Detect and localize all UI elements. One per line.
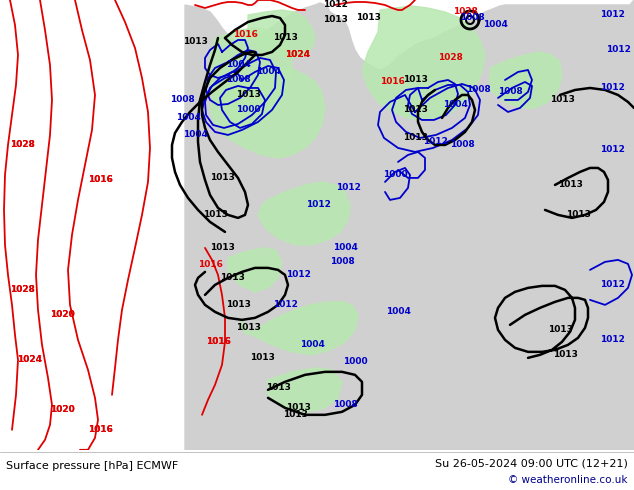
Polygon shape (210, 68, 325, 158)
Text: 1008: 1008 (226, 75, 250, 84)
Text: 1012: 1012 (273, 300, 297, 309)
Text: 1013: 1013 (210, 173, 235, 182)
Text: 1024: 1024 (285, 50, 311, 59)
Text: 1028: 1028 (437, 53, 462, 63)
Text: 1012: 1012 (285, 270, 311, 279)
Text: 1028: 1028 (10, 141, 34, 149)
Text: 1013: 1013 (210, 244, 235, 252)
Text: 1013: 1013 (266, 383, 290, 392)
Text: 1012: 1012 (605, 46, 630, 54)
Text: 1008: 1008 (333, 400, 358, 409)
Text: 1024: 1024 (18, 355, 42, 365)
Text: 1013: 1013 (548, 325, 573, 334)
Text: 1013: 1013 (285, 403, 311, 413)
Text: 1013: 1013 (236, 91, 261, 99)
Text: 1004: 1004 (176, 114, 200, 122)
Polygon shape (268, 368, 342, 412)
Text: 1016: 1016 (87, 175, 112, 184)
Text: 1012: 1012 (323, 0, 347, 9)
Text: 1013: 1013 (557, 180, 583, 190)
Text: 1012: 1012 (600, 280, 624, 290)
Text: 1016: 1016 (380, 77, 404, 86)
Text: 1013: 1013 (236, 323, 261, 332)
Text: 1028: 1028 (453, 7, 477, 17)
Polygon shape (228, 248, 282, 292)
Text: 1028: 1028 (10, 285, 34, 294)
Text: 1012: 1012 (600, 83, 624, 93)
Text: 1013: 1013 (403, 75, 427, 84)
Text: 1004: 1004 (443, 100, 467, 109)
Text: 1012: 1012 (335, 183, 361, 193)
Polygon shape (258, 182, 350, 245)
Text: 1013: 1013 (219, 273, 245, 282)
Text: 1012: 1012 (600, 335, 624, 344)
Polygon shape (248, 10, 315, 58)
Text: 1020: 1020 (49, 310, 74, 319)
Text: 1004: 1004 (482, 21, 507, 29)
Text: 1013: 1013 (356, 14, 380, 23)
Text: 1008: 1008 (498, 87, 522, 97)
Text: 1004: 1004 (385, 307, 410, 317)
Text: Surface pressure [hPa] ECMWF: Surface pressure [hPa] ECMWF (6, 461, 178, 471)
Text: 1004: 1004 (183, 130, 207, 140)
Text: 1013: 1013 (283, 410, 307, 419)
Polygon shape (208, 28, 292, 128)
Text: 1013: 1013 (183, 37, 207, 47)
Text: 1013: 1013 (202, 210, 228, 220)
Text: 1016: 1016 (87, 425, 112, 434)
Text: 1024: 1024 (18, 355, 42, 365)
Text: 1013: 1013 (323, 16, 347, 24)
Text: 1013: 1013 (403, 133, 427, 143)
Text: Su 26-05-2024 09:00 UTC (12+21): Su 26-05-2024 09:00 UTC (12+21) (435, 459, 628, 469)
Text: 1012: 1012 (306, 200, 330, 209)
Text: 1008: 1008 (450, 141, 474, 149)
Text: © weatheronline.co.uk: © weatheronline.co.uk (508, 475, 628, 485)
Text: 1028: 1028 (10, 285, 34, 294)
Text: 1008: 1008 (460, 14, 484, 23)
Text: 1020: 1020 (49, 310, 74, 319)
Text: 1000: 1000 (236, 105, 261, 115)
Text: 1013: 1013 (553, 350, 578, 359)
Text: 1013: 1013 (250, 353, 275, 363)
Text: 1013: 1013 (550, 96, 574, 104)
Text: 1000: 1000 (383, 171, 407, 179)
Text: 1012: 1012 (600, 10, 624, 20)
Text: 1016: 1016 (87, 175, 112, 184)
Polygon shape (185, 0, 634, 450)
Text: 1004: 1004 (333, 244, 358, 252)
Text: 1013: 1013 (566, 210, 590, 220)
Text: 1004: 1004 (299, 341, 325, 349)
Text: 1020: 1020 (49, 405, 74, 415)
Polygon shape (490, 52, 562, 108)
Text: 1004: 1004 (256, 68, 280, 76)
Polygon shape (240, 302, 358, 355)
Text: 1008: 1008 (465, 85, 490, 95)
Text: 1016: 1016 (233, 30, 257, 40)
Text: 1016: 1016 (205, 337, 230, 346)
Text: 1012: 1012 (600, 146, 624, 154)
Text: 1008: 1008 (330, 257, 354, 267)
Text: 1013: 1013 (273, 33, 297, 43)
Text: 1013: 1013 (226, 300, 250, 309)
Text: 1012: 1012 (423, 137, 448, 147)
Text: 1016: 1016 (87, 425, 112, 434)
Text: 1016: 1016 (198, 260, 223, 270)
Text: 1028: 1028 (10, 141, 34, 149)
Polygon shape (362, 6, 485, 120)
Text: 1020: 1020 (49, 405, 74, 415)
Text: 1008: 1008 (170, 96, 195, 104)
Text: 1016: 1016 (205, 337, 230, 346)
Text: 1013: 1013 (403, 105, 427, 115)
Text: 1000: 1000 (343, 357, 367, 367)
Text: 1004: 1004 (226, 60, 250, 70)
Text: 1024: 1024 (285, 50, 311, 59)
